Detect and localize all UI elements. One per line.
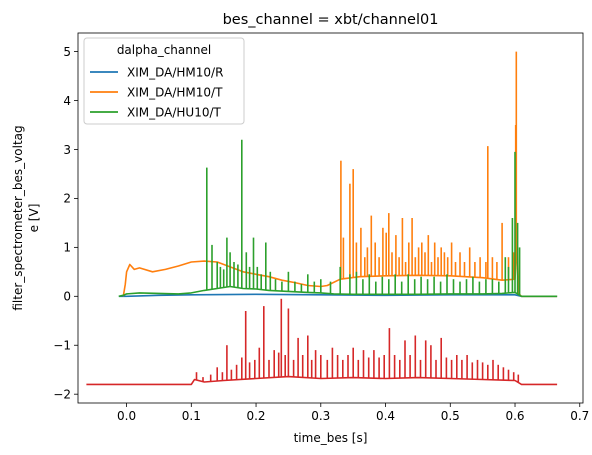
y-axis-ticks: −2 −1 0 1 2 3 4 5 — [53, 45, 78, 401]
y-tick-label: 5 — [63, 45, 71, 59]
series-1-baseline — [122, 246, 558, 298]
y-tick-label: −1 — [53, 339, 71, 353]
x-tick-label: 0.5 — [441, 409, 460, 423]
x-axis-label: time_bes [s] — [294, 431, 368, 445]
legend-entry-hm10-t: XIM_DA/HM10/T — [127, 86, 223, 100]
x-tick-label: 0.4 — [376, 409, 395, 423]
x-tick-label: 0.1 — [182, 409, 201, 423]
legend: dalpha_channel XIM_DA/HM10/R XIM_DA/HM10… — [83, 37, 245, 125]
y-axis-label-line-1: filter_spectrometer_bes_voltag — [11, 125, 25, 310]
y-tick-label: 3 — [63, 143, 71, 157]
x-tick-label: 0.3 — [311, 409, 330, 423]
chart-title: bes_channel = xbt/channel01 — [223, 12, 439, 28]
series-1 — [122, 51, 558, 298]
y-tick-label: 0 — [63, 290, 71, 304]
x-tick-label: 0.0 — [117, 409, 136, 423]
legend-title: dalpha_channel — [117, 43, 211, 57]
series-2 — [118, 139, 558, 298]
y-tick-label: 1 — [63, 241, 71, 255]
series-0-baseline — [118, 293, 558, 298]
legend-entry-hm10-r: XIM_DA/HM10/R — [127, 66, 223, 80]
y-tick-label: −2 — [53, 387, 71, 401]
series-layer — [86, 51, 558, 386]
y-tick-label: 4 — [63, 94, 71, 108]
plot-frame — [77, 32, 584, 404]
series-0 — [118, 293, 558, 298]
x-tick-label: 0.2 — [246, 409, 265, 423]
x-tick-label: 0.6 — [505, 409, 524, 423]
x-tick-label: 0.7 — [570, 409, 589, 423]
y-axis-label-line-2: e [V] — [27, 204, 41, 233]
x-axis-ticks: 0.0 0.1 0.2 0.3 0.4 0.5 0.6 0.7 — [117, 403, 589, 423]
legend-entry-hu10-t: XIM_DA/HU10/T — [127, 106, 222, 120]
y-tick-label: 2 — [63, 192, 71, 206]
series-2-baseline — [118, 285, 558, 298]
legend-box — [83, 37, 245, 125]
series-3 — [86, 298, 558, 386]
